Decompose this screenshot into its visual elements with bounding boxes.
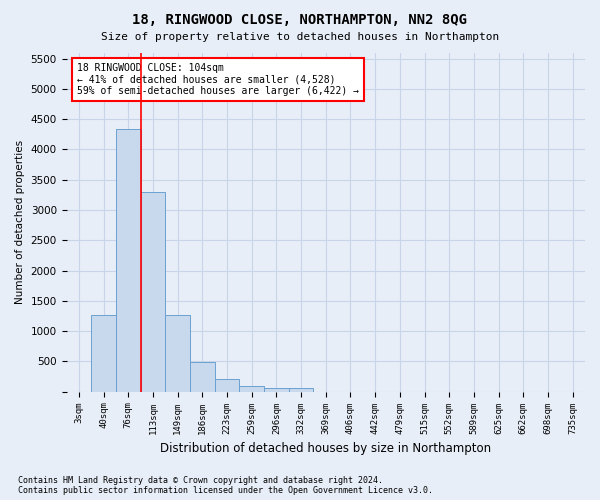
Bar [190,362,215,392]
Bar [264,388,289,392]
Bar [140,192,165,392]
Bar [165,316,190,392]
Bar [215,379,239,392]
Text: 18, RINGWOOD CLOSE, NORTHAMPTON, NN2 8QG: 18, RINGWOOD CLOSE, NORTHAMPTON, NN2 8QG [133,12,467,26]
Bar [116,129,140,392]
X-axis label: Distribution of detached houses by size in Northampton: Distribution of detached houses by size … [160,442,491,455]
Y-axis label: Number of detached properties: Number of detached properties [15,140,25,304]
Bar [91,316,116,392]
Text: 18 RINGWOOD CLOSE: 104sqm
← 41% of detached houses are smaller (4,528)
59% of se: 18 RINGWOOD CLOSE: 104sqm ← 41% of detac… [77,62,359,96]
Text: Contains HM Land Registry data © Crown copyright and database right 2024.
Contai: Contains HM Land Registry data © Crown c… [18,476,433,495]
Text: Size of property relative to detached houses in Northampton: Size of property relative to detached ho… [101,32,499,42]
Bar [239,386,264,392]
Bar [289,388,313,392]
